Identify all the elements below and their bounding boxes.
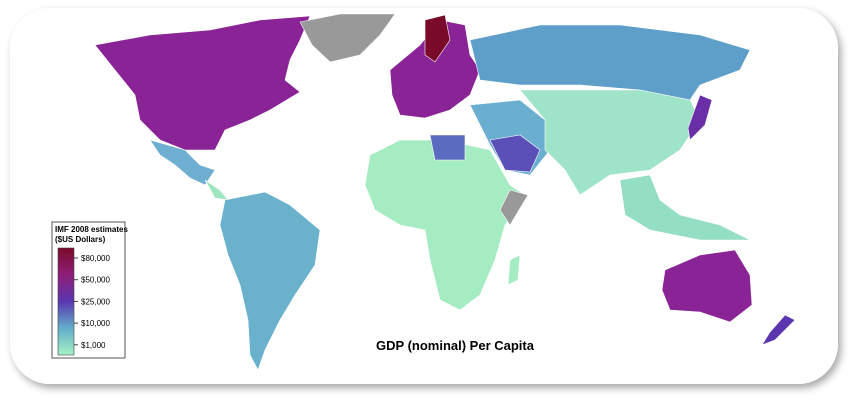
- asia: [519, 89, 701, 196]
- arabia: [489, 134, 541, 173]
- legend-label: $50,000: [81, 276, 110, 285]
- norway: [424, 14, 451, 63]
- mexico: [149, 139, 216, 186]
- south-america: [219, 191, 321, 371]
- somalia: [499, 189, 529, 226]
- madagascar: [507, 254, 521, 286]
- southeast-asia: [619, 174, 751, 241]
- legend-color-bar: [57, 247, 75, 356]
- japan: [687, 94, 713, 141]
- libya: [429, 134, 466, 161]
- legend-title: ($US Dollars): [55, 235, 106, 244]
- legend-label: $25,000: [81, 297, 110, 306]
- legend-label: $80,000: [81, 254, 110, 263]
- legend-title: IMF 2008 estimates: [55, 225, 128, 234]
- greenland: [299, 13, 396, 63]
- map-title: GDP (nominal) Per Capita: [376, 338, 535, 353]
- legend: IMF 2008 estimates ($US Dollars) $80,000…: [51, 221, 128, 359]
- africa: [364, 139, 526, 311]
- russia: [469, 24, 751, 101]
- countries: [94, 13, 796, 371]
- new-zealand: [761, 314, 796, 346]
- legend-label: $1,000: [81, 341, 106, 350]
- legend-label: $10,000: [81, 319, 110, 328]
- north-america: [94, 15, 311, 151]
- australia: [661, 249, 753, 323]
